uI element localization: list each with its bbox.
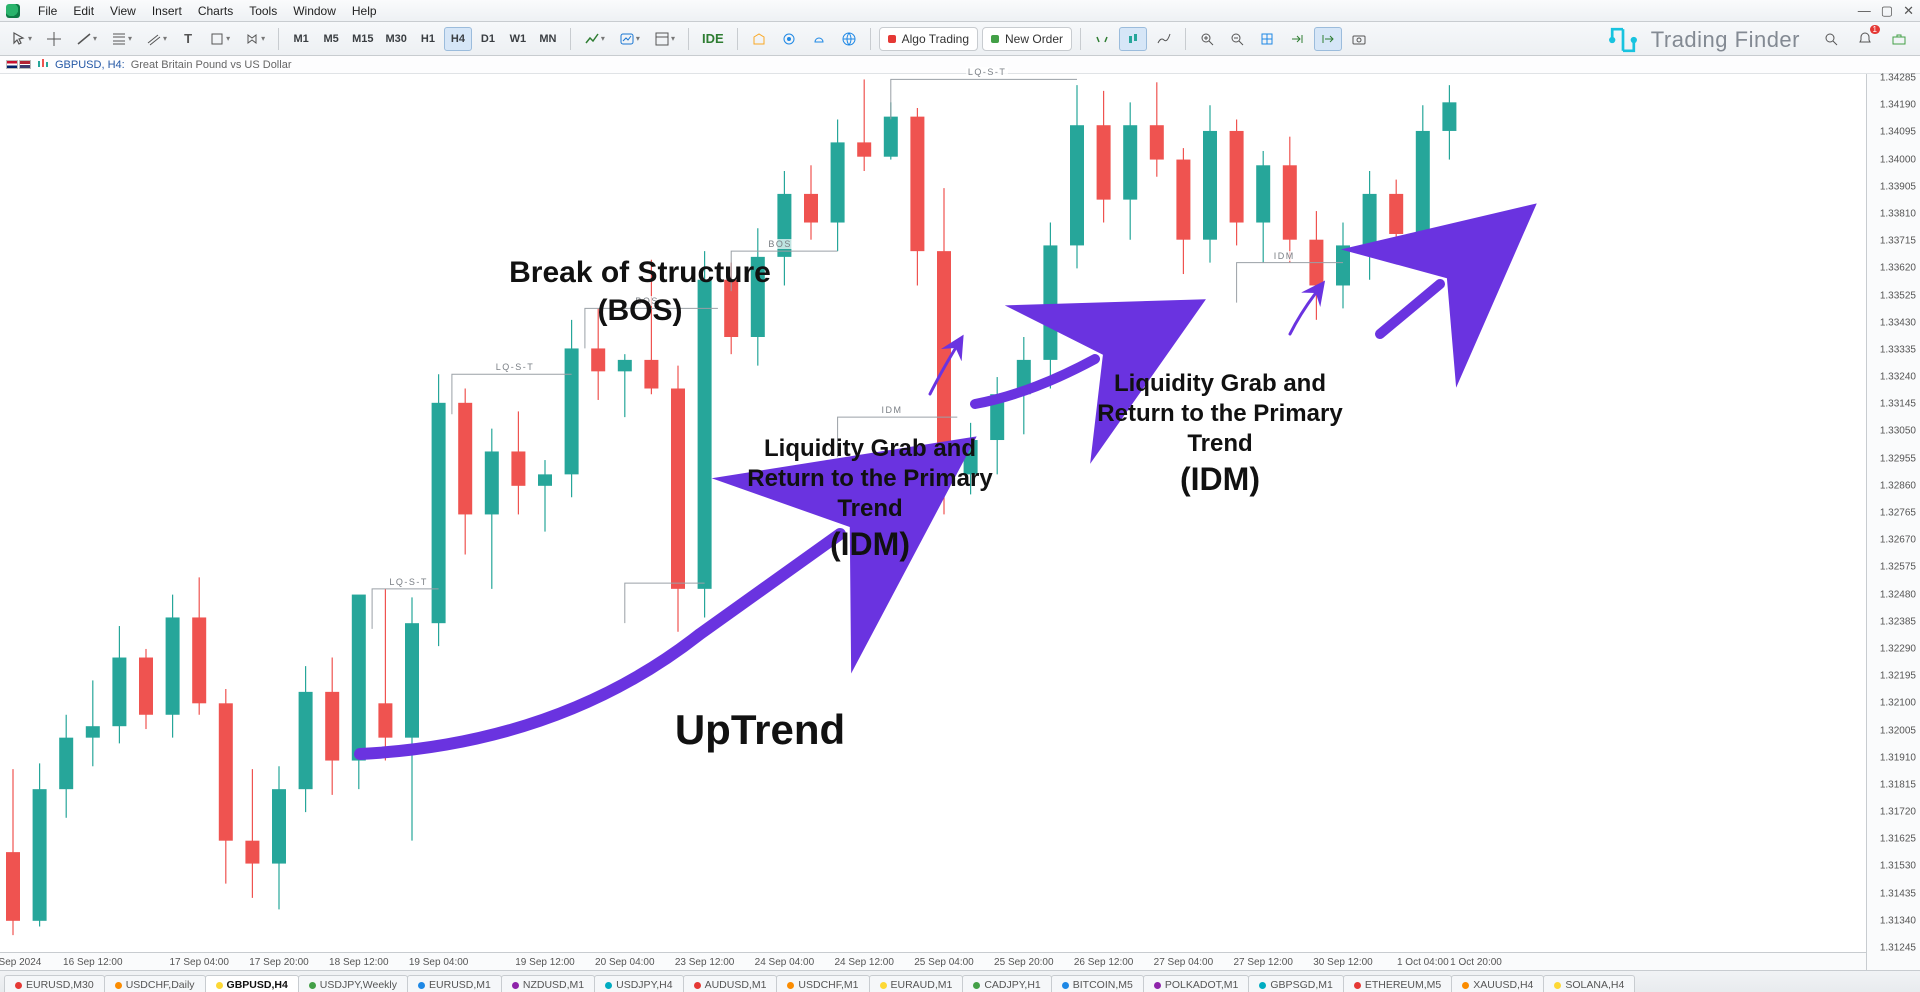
timeframe-w1-button[interactable]: W1: [504, 27, 532, 51]
tab-usdchf-m1[interactable]: USDCHF,M1: [776, 975, 869, 992]
algo-trading-label: Algo Trading: [902, 32, 969, 46]
chart-type-button[interactable]: ▾: [579, 27, 610, 51]
chart-area[interactable]: 1.342851.341901.340951.340001.339051.338…: [0, 74, 1920, 970]
menu-charts[interactable]: Charts: [190, 2, 241, 20]
structure-label: IDM: [1272, 251, 1297, 261]
structure-label: BOS: [766, 239, 794, 249]
screenshot-button[interactable]: [1346, 27, 1372, 51]
arrows-up-button[interactable]: [1089, 27, 1115, 51]
trendline-tool-button[interactable]: ▾: [71, 27, 102, 51]
window-minimize-button[interactable]: —: [1858, 3, 1871, 19]
timeframe-m1-button[interactable]: M1: [287, 27, 315, 51]
channel-tool-button[interactable]: ▾: [141, 27, 172, 51]
indicators-button[interactable]: ▾: [614, 27, 645, 51]
menu-window[interactable]: Window: [285, 2, 344, 20]
shapes-tool-button[interactable]: ▾: [204, 27, 235, 51]
tab-audusd-m1[interactable]: AUDUSD,M1: [683, 975, 778, 992]
structure-label: BOS: [633, 296, 661, 306]
objects-tool-button[interactable]: ▾: [239, 27, 270, 51]
web-button[interactable]: [836, 27, 862, 51]
tab-polkadot-m1[interactable]: POLKADOT,M1: [1143, 975, 1250, 992]
symbol-tabs: EURUSD,M30USDCHF,DailyGBPUSD,H4USDJPY,We…: [0, 970, 1920, 992]
chart-tool-icon: [37, 57, 49, 72]
tab-solana-h4[interactable]: SOLANA,H4: [1543, 975, 1635, 992]
symbol-label: GBPUSD, H4:: [55, 59, 125, 71]
structure-label: IDM: [879, 405, 904, 415]
timeframe-h1-button[interactable]: H1: [414, 27, 442, 51]
tab-usdjpy-h4[interactable]: USDJPY,H4: [594, 975, 683, 992]
tab-usdjpy-weekly[interactable]: USDJPY,Weekly: [298, 975, 408, 992]
grid-button[interactable]: [1254, 27, 1280, 51]
zoom-in-button[interactable]: [1194, 27, 1220, 51]
crosshair-tool-button[interactable]: [41, 27, 67, 51]
brand-label: Trading Finder: [1651, 27, 1800, 53]
flag-icon: [19, 60, 31, 69]
zoom-out-button[interactable]: [1224, 27, 1250, 51]
timeframe-m5-button[interactable]: M5: [317, 27, 345, 51]
timeframe-h4-button[interactable]: H4: [444, 27, 472, 51]
candles-button[interactable]: [1119, 27, 1147, 51]
structure-label: LQ-S-T: [387, 577, 430, 587]
window-controls: — ▢ ✕: [1858, 3, 1914, 19]
timeframe-m30-button[interactable]: M30: [381, 27, 412, 51]
tab-usdchf-daily[interactable]: USDCHF,Daily: [104, 975, 206, 992]
tab-euraud-m1[interactable]: EURAUD,M1: [869, 975, 964, 992]
tab-eurusd-m1[interactable]: EURUSD,M1: [407, 975, 502, 992]
menu-tools[interactable]: Tools: [241, 2, 285, 20]
menu-insert[interactable]: Insert: [144, 2, 190, 20]
menu-edit[interactable]: Edit: [65, 2, 102, 20]
market-button[interactable]: [746, 27, 772, 51]
notifications-icon[interactable]: 1: [1852, 27, 1878, 51]
tab-cadjpy-h1[interactable]: CADJPY,H1: [962, 975, 1051, 992]
tab-bitcoin-m5[interactable]: BITCOIN,M5: [1051, 975, 1144, 992]
timeframe-mn-button[interactable]: MN: [534, 27, 562, 51]
menu-help[interactable]: Help: [344, 2, 385, 20]
brand-logo: Trading Finder: [1605, 18, 1800, 62]
line-chart-button[interactable]: [1151, 27, 1177, 51]
toolbox-icon[interactable]: [1886, 27, 1912, 51]
signals-button[interactable]: [776, 27, 802, 51]
app-logo-icon: [6, 4, 20, 18]
window-maximize-button[interactable]: ▢: [1881, 3, 1893, 19]
cursor-tool-button[interactable]: ▾: [6, 27, 37, 51]
search-icon[interactable]: [1818, 27, 1844, 51]
structure-label: LQ-S-T: [966, 67, 1009, 77]
algo-trading-button[interactable]: Algo Trading: [879, 27, 978, 51]
tab-eurusd-m30[interactable]: EURUSD,M30: [4, 975, 105, 992]
tab-ethereum-m5[interactable]: ETHEREUM,M5: [1343, 975, 1452, 992]
main-toolbar: ▾ ▾ ▾ ▾ T ▾ ▾ M1M5M15M30H1H4D1W1MN ▾ ▾ ▾…: [0, 22, 1920, 56]
tab-gbpsgd-m1[interactable]: GBPSGD,M1: [1248, 975, 1343, 992]
timeframe-m15-button[interactable]: M15: [347, 27, 378, 51]
shift-button[interactable]: [1284, 27, 1310, 51]
autoscroll-button[interactable]: [1314, 27, 1342, 51]
vps-button[interactable]: [806, 27, 832, 51]
symbol-desc: Great Britain Pound vs US Dollar: [131, 59, 292, 71]
ide-button[interactable]: IDE: [697, 27, 729, 51]
structure-label: LQ-S-T: [494, 362, 537, 372]
flag-icon: [6, 60, 18, 69]
menu-view[interactable]: View: [102, 2, 144, 20]
price-axis: 1.342851.341901.340951.340001.339051.338…: [1866, 74, 1920, 970]
tab-gbpusd-h4[interactable]: GBPUSD,H4: [205, 975, 299, 992]
fibonacci-tool-button[interactable]: ▾: [106, 27, 137, 51]
tab-nzdusd-m1[interactable]: NZDUSD,M1: [501, 975, 595, 992]
tab-xauusd-h4[interactable]: XAUUSD,H4: [1451, 975, 1544, 992]
templates-button[interactable]: ▾: [649, 27, 680, 51]
window-close-button[interactable]: ✕: [1903, 3, 1914, 19]
timeframe-d1-button[interactable]: D1: [474, 27, 502, 51]
new-order-label: New Order: [1005, 32, 1063, 46]
new-order-button[interactable]: New Order: [982, 27, 1072, 51]
text-tool-button[interactable]: T: [176, 27, 200, 51]
menu-file[interactable]: File: [30, 2, 65, 20]
time-axis: 13 Sep 202416 Sep 12:0017 Sep 04:0017 Se…: [0, 952, 1866, 970]
